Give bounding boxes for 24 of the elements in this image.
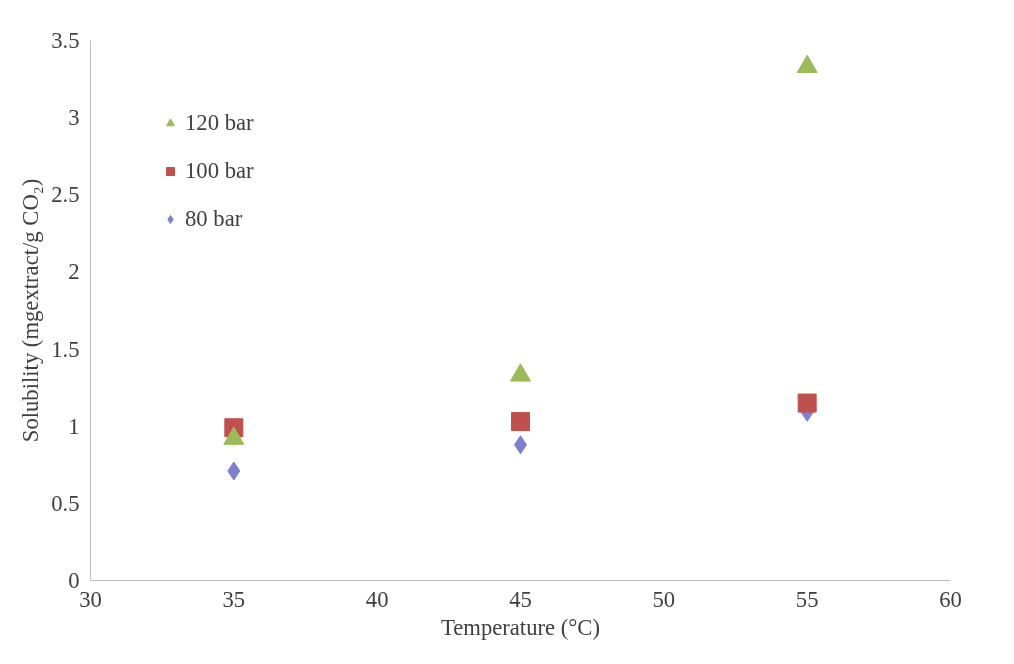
point: [227, 461, 241, 481]
x-tick-label: 45: [509, 586, 532, 612]
y-tick-label: 2.5: [51, 182, 80, 208]
y-axis-title: Solubility (mgextract/g CO₂): [18, 178, 44, 443]
x-tick-label: 55: [795, 586, 819, 612]
legend-label: 120 bar: [185, 110, 254, 136]
x-tick-label: 40: [365, 586, 389, 612]
x-tick-label: 35: [222, 586, 246, 612]
y-tick-label: 1.5: [51, 336, 80, 362]
y-tick-label: 0: [68, 568, 80, 593]
y-tick-label: 3.5: [51, 28, 80, 53]
point: [797, 393, 817, 413]
legend-label: 100 bar: [185, 158, 254, 184]
x-tick-label: 50: [652, 586, 676, 612]
legend-label: 80 bar: [185, 206, 243, 232]
y-tick-label: 2: [68, 259, 80, 285]
x-tick-label: 60: [939, 586, 962, 612]
x-tick-label: 30: [79, 586, 102, 612]
y-tick-label: 3: [68, 105, 80, 131]
point: [511, 412, 530, 432]
x-axis-title: Temperature (°C): [440, 614, 601, 640]
point: [796, 54, 818, 73]
y-tick-label: 1: [68, 413, 80, 439]
y-tick-label: 0.5: [51, 490, 80, 516]
